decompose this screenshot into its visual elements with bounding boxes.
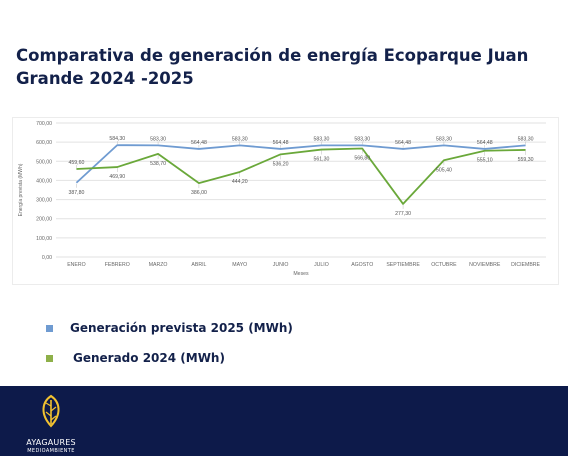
brand-tagline: MEDIOAMBIENTE xyxy=(27,448,75,454)
data-label-prevista: 583,30 xyxy=(436,136,452,142)
data-label-generado: 459,60 xyxy=(68,160,84,166)
data-label-generado: 566,80 xyxy=(354,155,370,161)
x-tick-label: SEPTIEMBRE xyxy=(386,262,420,268)
legend-item-generado: Generado 2024 (MWh) xyxy=(0,350,568,370)
data-label-generado: 505,40 xyxy=(436,167,452,173)
legend-swatch-prevista xyxy=(46,325,53,332)
x-axis-label: Meses xyxy=(293,271,309,277)
data-label-generado: 536,20 xyxy=(273,161,289,167)
x-tick-label: JULIO xyxy=(314,262,329,268)
x-tick-label: ENERO xyxy=(67,262,85,268)
y-tick-label: 700,00 xyxy=(36,121,52,127)
data-label-generado: 555,10 xyxy=(477,158,493,164)
leaf-icon xyxy=(42,394,60,428)
series-line-generado xyxy=(76,147,526,205)
data-label-prevista: 583,30 xyxy=(354,136,370,142)
data-label-prevista: 583,30 xyxy=(150,136,166,142)
logo: AYAGAURES MEDIOAMBIENTE xyxy=(16,394,96,454)
data-label-prevista: 584,30 xyxy=(109,136,125,142)
data-label-prevista: 387,80 xyxy=(68,190,84,196)
legend-label-generado: Generado 2024 (MWh) xyxy=(73,351,225,365)
x-tick-label: AGOSTO xyxy=(351,262,373,268)
y-tick-label: 0,00 xyxy=(42,255,52,261)
y-tick-label: 500,00 xyxy=(36,159,52,165)
data-label-prevista: 564,48 xyxy=(273,140,289,146)
x-tick-label: JUNIO xyxy=(273,262,289,268)
data-label-generado: 277,30 xyxy=(395,211,411,217)
y-tick-label: 100,00 xyxy=(36,236,52,242)
x-tick-label: OCTUBRE xyxy=(431,262,457,268)
line-chart: 0,00 100,00 200,00 300,00 400,00 500,00 600,00… xyxy=(18,121,546,277)
data-label-generado: 469,90 xyxy=(109,174,125,180)
legend-label-prevista: Generación prevista 2025 (MWh) xyxy=(70,321,293,335)
brand-name: AYAGAURES xyxy=(26,438,76,447)
data-label-generado: 538,70 xyxy=(150,161,166,167)
data-label-generado: 386,00 xyxy=(191,190,207,196)
x-tick-label: ABRIL xyxy=(191,262,206,268)
chart-container: 0,00 100,00 200,00 300,00 400,00 500,00 600,00… xyxy=(12,117,559,285)
data-label-prevista: 583,30 xyxy=(232,136,248,142)
data-label-generado: 444,20 xyxy=(232,179,248,185)
x-tick-label: NOVIEMBRE xyxy=(469,262,501,268)
x-tick-label: MAYO xyxy=(232,262,247,268)
data-label-prevista: 583,30 xyxy=(518,136,534,142)
y-tick-label: 600,00 xyxy=(36,140,52,146)
series-line-prevista xyxy=(75,144,526,184)
x-tick-label: DICIEMBRE xyxy=(511,262,540,268)
y-axis-label: Energía prevista (MWh) xyxy=(18,163,24,216)
x-tick-label: FEBRERO xyxy=(105,262,130,268)
page-title: Comparativa de generación de energía Eco… xyxy=(16,46,529,88)
x-tick-label: MARZO xyxy=(149,262,168,268)
y-tick-label: 300,00 xyxy=(36,198,52,204)
data-label-generado: 561,30 xyxy=(313,157,329,163)
legend-swatch-generado xyxy=(46,355,53,362)
legend-item-prevista: Generación prevista 2025 (MWh) xyxy=(0,320,568,340)
data-label-prevista: 564,48 xyxy=(477,140,493,146)
data-label-generado: 559,30 xyxy=(518,157,534,163)
y-tick-label: 200,00 xyxy=(36,217,52,223)
data-label-prevista: 583,30 xyxy=(313,136,329,142)
footer: AYAGAURES MEDIOAMBIENTE xyxy=(0,386,568,456)
data-label-prevista: 564,48 xyxy=(395,140,411,146)
y-tick-label: 400,00 xyxy=(36,178,52,184)
data-label-prevista: 564,48 xyxy=(191,140,207,146)
